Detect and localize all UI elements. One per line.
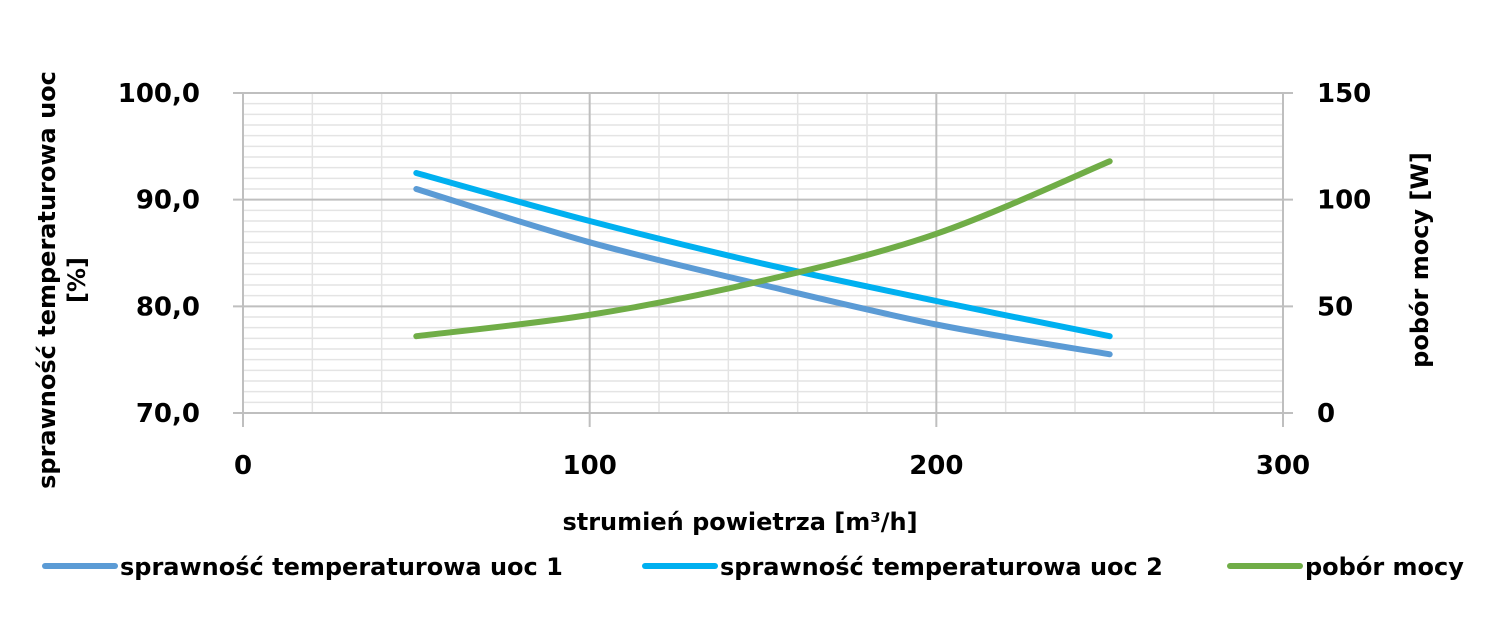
legend-item-3: pobór mocy	[1227, 553, 1464, 581]
y-tick-label: 70,0	[136, 399, 200, 429]
y2-axis-title: pobór mocy [W]	[1406, 152, 1434, 368]
legend-label: sprawność temperaturowa uoc 1	[120, 553, 563, 581]
legend-item-2: sprawność temperaturowa uoc 2	[642, 553, 1163, 581]
y2-tick-label: 150	[1317, 79, 1371, 109]
legend-label: sprawność temperaturowa uoc 2	[720, 553, 1163, 581]
x-axis-title: strumień powietrza [m³/h]	[562, 508, 917, 536]
series-line-2	[413, 170, 1113, 340]
legend-label: pobór mocy	[1305, 553, 1464, 581]
major-gridlines	[233, 92, 1293, 427]
y2-tick-label: 50	[1317, 292, 1353, 322]
series-line-1	[413, 186, 1113, 358]
minor-gridlines	[243, 93, 1283, 413]
y-axis-title: sprawność temperaturowa uoc [%]	[33, 71, 91, 489]
y2-tick-label: 100	[1317, 186, 1371, 216]
x-tick-label: 300	[1256, 451, 1310, 481]
y-tick-label: 80,0	[136, 292, 200, 322]
y2-tick-label: 0	[1317, 399, 1335, 429]
series-layer	[413, 158, 1113, 358]
tick-labels: 0 100 200 300 70,0 80,0 90,0 100,0 0 50 100 150	[118, 79, 1372, 481]
legend: sprawność temperaturowa uoc 1 sprawność t…	[42, 553, 1464, 581]
x-tick-label: 200	[909, 451, 963, 481]
legend-item-1: sprawność temperaturowa uoc 1	[42, 553, 563, 581]
x-tick-label: 100	[563, 451, 617, 481]
series-line-3	[413, 158, 1113, 340]
y-tick-label: 100,0	[118, 79, 200, 109]
y-axis-title-line2: [%]	[63, 257, 91, 303]
y-axis-title-line1: sprawność temperaturowa uoc	[33, 71, 61, 489]
y-tick-label: 90,0	[136, 186, 200, 216]
x-tick-label: 0	[234, 451, 252, 481]
